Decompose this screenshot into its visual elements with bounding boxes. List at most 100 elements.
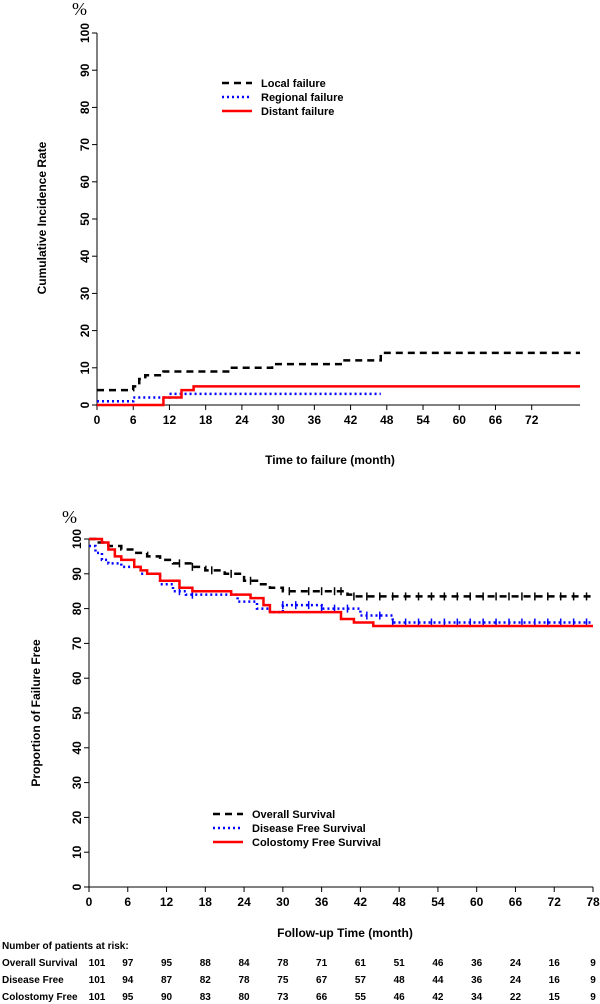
risk-value: 46 [432, 958, 444, 969]
chart1-xlabel: Time to failure (month) [265, 453, 395, 467]
risk-value: 73 [277, 992, 289, 1003]
risk-value: 90 [161, 992, 173, 1003]
chart2-x-tick-label: 60 [470, 895, 484, 909]
chart2-x-tick-label: 78 [586, 895, 600, 909]
legend-colostomy-free: Colostomy Free Survival [252, 837, 381, 849]
chart1-y-tick-label: 40 [78, 249, 92, 263]
chart2-x-tick-label: 42 [354, 895, 368, 909]
risk-table-title: Number of patients at risk: [2, 941, 129, 952]
chart-failure-free: % Proportion of Failure Free Follow-up T… [29, 507, 600, 940]
chart2-y-tick-label: 0 [70, 883, 84, 890]
risk-value: 36 [471, 958, 483, 969]
chart1-y-tick-label: 50 [78, 212, 92, 226]
legend-disease-free: Disease Free Survival [252, 823, 366, 835]
chart2-lines [89, 537, 593, 628]
risk-value: 9 [590, 975, 596, 986]
risk-value: 55 [355, 992, 367, 1003]
chart1-x-tick-label: 42 [344, 413, 358, 427]
risk-value: 48 [394, 975, 406, 986]
chart1-x-tick-label: 24 [235, 413, 249, 427]
chart2-y-tick-label: 80 [70, 602, 84, 616]
chart2-series-line-0 [89, 537, 593, 598]
chart1-y-tick-label: 30 [78, 286, 92, 300]
chart2-x-tick-label: 54 [431, 895, 445, 909]
chart1-y-tick-label: 60 [78, 175, 92, 189]
chart2-x-tick-label: 0 [86, 895, 93, 909]
chart2-x-tick-label: 18 [199, 895, 213, 909]
legend-local-failure: Local failure [261, 78, 326, 90]
chart2-legend: Overall Survival Disease Free Survival C… [213, 809, 381, 849]
risk-value: 78 [239, 975, 251, 986]
chart1-y-tick-label: 70 [78, 138, 92, 152]
risk-value: 16 [549, 958, 561, 969]
chart1-x-tick-label: 18 [199, 413, 213, 427]
risk-value: 94 [122, 975, 134, 986]
chart1-series-line-2 [97, 385, 580, 407]
legend-regional-failure: Regional failure [261, 92, 344, 104]
risk-row-label: Colostomy Free [2, 992, 78, 1003]
chart2-unit-symbol: % [62, 507, 77, 527]
chart1-series-line-0 [97, 351, 580, 392]
chart1-ylabel: Cumulative Incidence Rate [35, 141, 49, 294]
chart1-x-tick-label: 0 [94, 413, 101, 427]
chart1-y-tick-label: 0 [78, 401, 92, 408]
chart2-x-tick-label: 36 [315, 895, 329, 909]
risk-value: 84 [239, 958, 251, 969]
chart2-x-tick-label: 48 [392, 895, 406, 909]
chart-cumulative-incidence: % Cumulative Incidence Rate Time to fail… [35, 0, 580, 467]
risk-value: 9 [590, 992, 596, 1003]
chart2-y-tick-label: 20 [70, 810, 84, 824]
risk-value: 9 [590, 958, 596, 969]
chart2-y-tick-label: 10 [70, 845, 84, 859]
risk-value: 51 [394, 958, 406, 969]
risk-value: 57 [355, 975, 367, 986]
risk-value: 42 [432, 992, 444, 1003]
chart2-series-line-1 [89, 544, 593, 624]
chart2-x-tick-label: 66 [509, 895, 523, 909]
risk-value: 101 [89, 975, 106, 986]
chart1-x-tick-label: 60 [453, 413, 467, 427]
chart2-x-tick-label: 6 [124, 895, 131, 909]
chart1-x-tick-label: 30 [271, 413, 285, 427]
legend-overall-survival: Overall Survival [252, 809, 335, 821]
chart2-xlabel: Follow-up Time (month) [277, 926, 413, 940]
chart1-y-tick-label: 80 [78, 100, 92, 114]
chart1-x-tick-label: 6 [130, 413, 137, 427]
chart2-y-tick-label: 90 [70, 567, 84, 581]
chart2-series-line-2 [89, 537, 593, 628]
chart2-y-tick-label: 70 [70, 636, 84, 650]
chart2-x-tick-label: 30 [276, 895, 290, 909]
chart2-x-tick-label: 24 [237, 895, 251, 909]
chart1-y-tick-label: 90 [78, 63, 92, 77]
chart1-series-line-1 [97, 392, 381, 403]
risk-value: 16 [549, 975, 561, 986]
risk-value: 34 [471, 992, 483, 1003]
chart1-y-tick-label: 100 [78, 23, 92, 43]
risk-value: 24 [510, 975, 522, 986]
risk-value: 67 [316, 975, 328, 986]
risk-value: 78 [277, 958, 289, 969]
risk-value: 87 [161, 975, 173, 986]
chart1-y-tick-label: 10 [78, 361, 92, 375]
chart1-axes: 0 10 20 30 40 50 60 70 80 90 100 0 6 12 18 24 30 36 42 48 54… [78, 23, 580, 427]
risk-row-label: Overall Survival [2, 958, 78, 969]
chart1-x-tick-label: 66 [489, 413, 503, 427]
risk-value: 24 [510, 958, 522, 969]
chart2-y-tick-label: 60 [70, 671, 84, 685]
chart1-x-tick-label: 12 [163, 413, 177, 427]
risk-value: 22 [510, 992, 522, 1003]
chart2-y-tick-label: 50 [70, 706, 84, 720]
chart2-y-tick-label: 100 [70, 529, 84, 549]
risk-value: 36 [471, 975, 483, 986]
risk-value: 83 [200, 992, 212, 1003]
risk-value: 97 [122, 958, 134, 969]
chart2-x-tick-label: 72 [548, 895, 562, 909]
chart2-y-tick-label: 30 [70, 776, 84, 790]
risk-value: 15 [549, 992, 561, 1003]
risk-value: 88 [200, 958, 212, 969]
chart2-axes: 0 10 20 30 40 50 60 70 80 90 100 0 6 12 18 24 30 36 42 48 54… [70, 529, 600, 909]
chart2-ylabel: Proportion of Failure Free [29, 639, 43, 787]
chart1-x-tick-label: 36 [308, 413, 322, 427]
chart1-y-tick-label: 20 [78, 324, 92, 338]
